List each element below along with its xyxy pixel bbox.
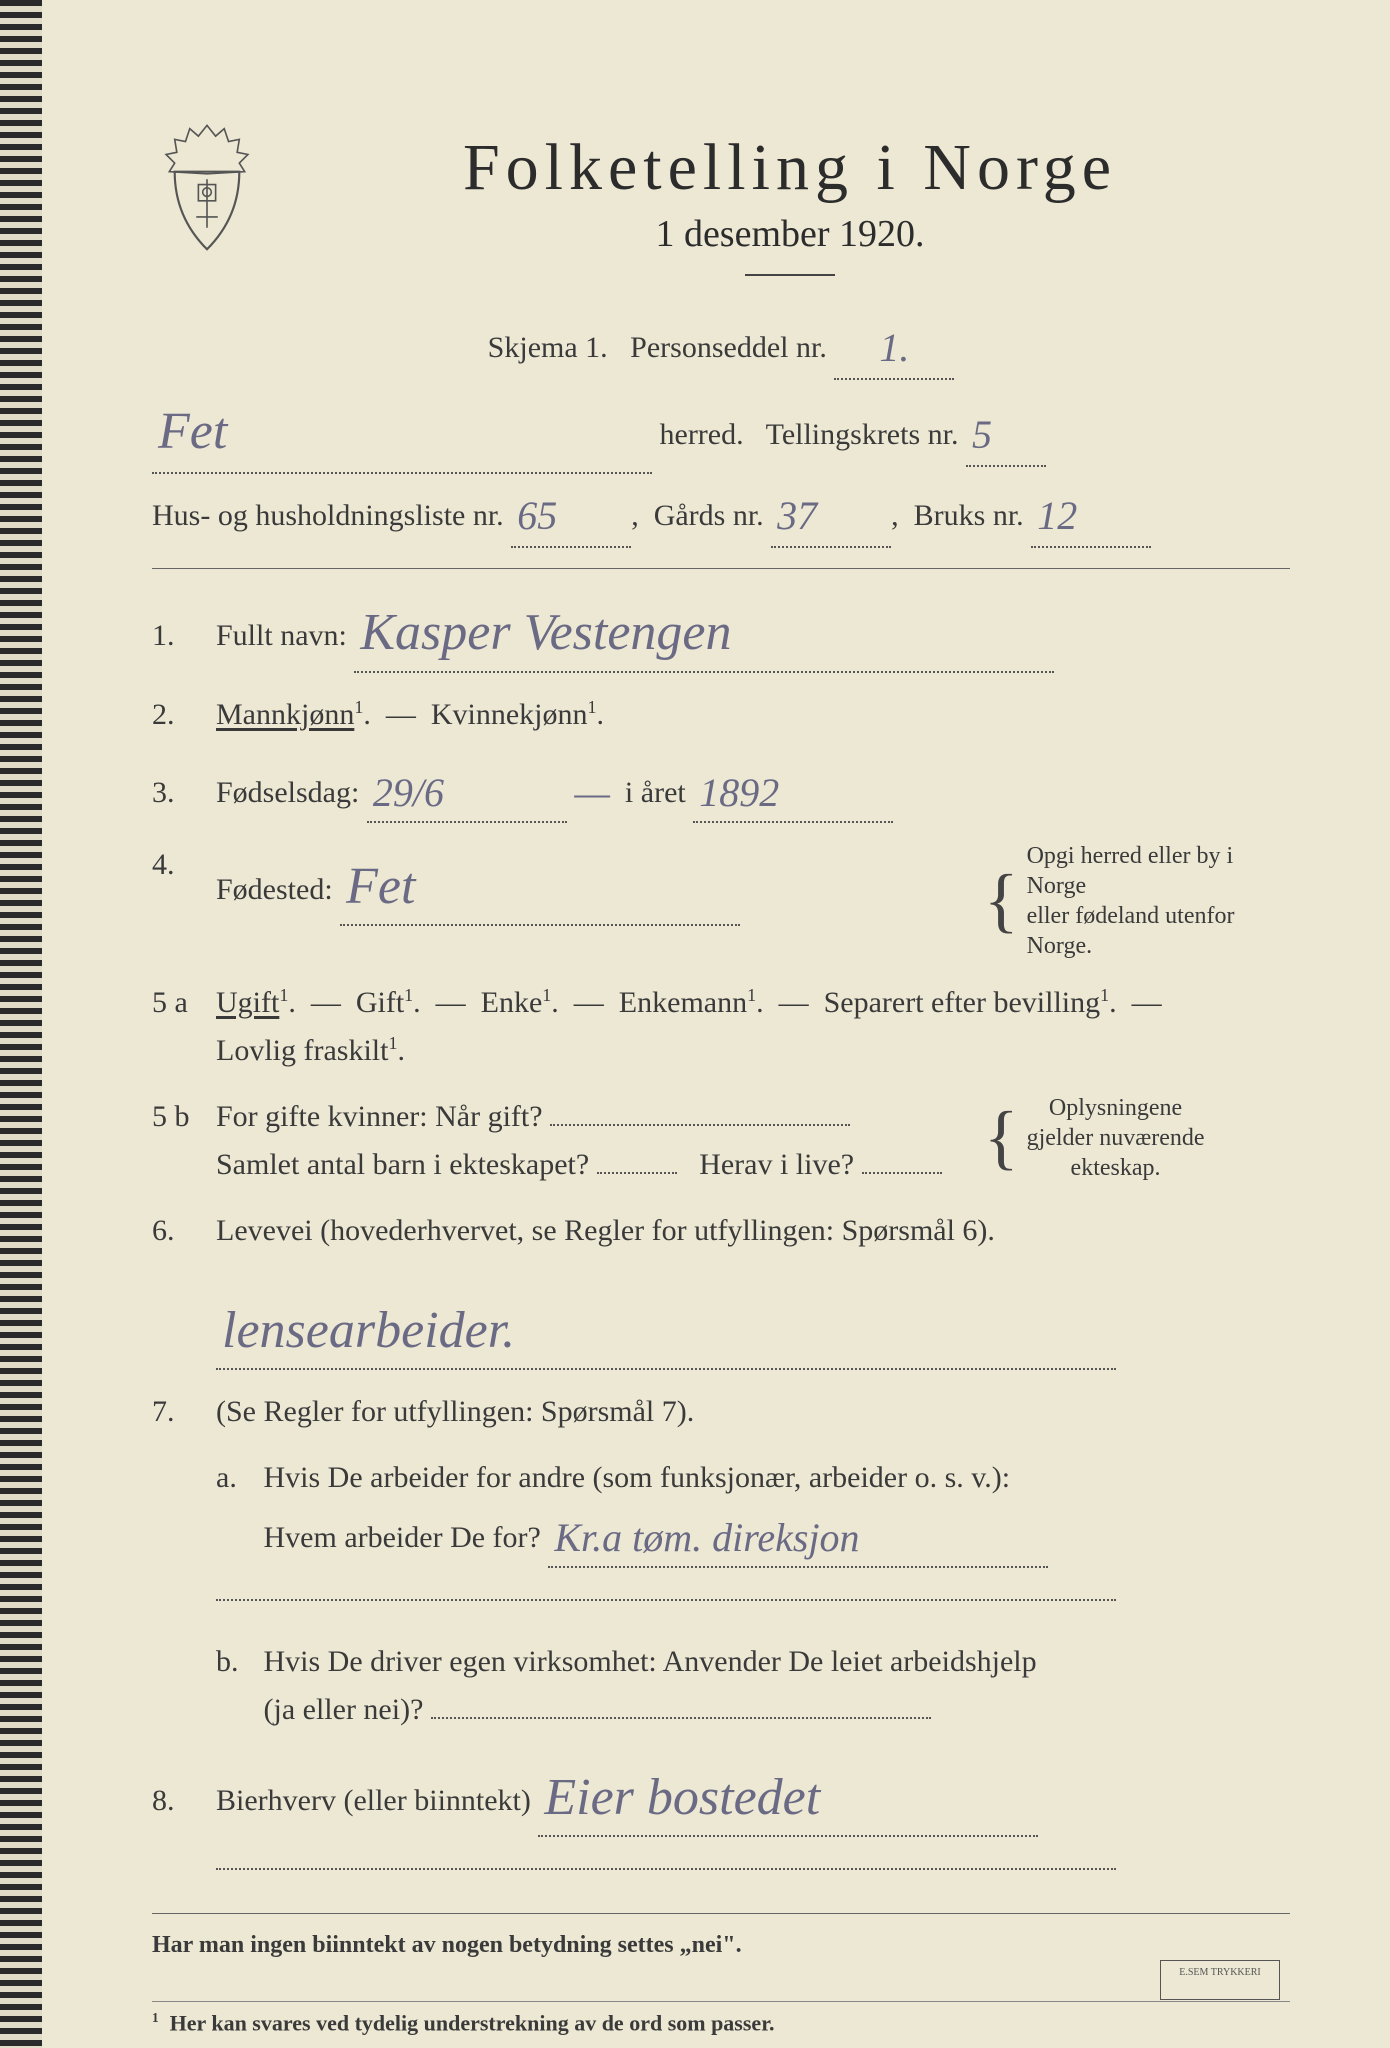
footer-note: Har man ingen biinntekt av nogen betydni… [152,1913,1290,1959]
hus-label: Hus- og husholdningsliste nr. [152,499,504,532]
hus-value: 65 [517,482,557,550]
q5b-label3: Herav i live? [699,1148,854,1181]
title-rule [745,274,835,276]
q4-note-1: Opgi herred eller by i Norge [1027,843,1234,899]
q1-row: 1. Fullt navn: Kasper Vestengen [152,587,1290,672]
q5b-label1: For gifte kvinner: Når gift? [216,1100,543,1133]
q8-num: 8. [152,1777,198,1825]
q7b-text1: Hvis De driver egen virksomhet: Anvender… [264,1645,1037,1678]
q2-mann: Mannkjønn [216,698,354,731]
q5b-label2: Samlet antal barn i ekteskapet? [216,1148,589,1181]
bruks-value: 12 [1037,482,1077,550]
q2-num: 2. [152,691,198,739]
gaards-value: 37 [777,482,817,550]
q1-value: Kasper Vestengen [360,591,731,674]
q7a-value: Kr.a tøm. direksjon [554,1506,859,1570]
q5a-enkemann: Enkemann [619,986,747,1019]
q3-row: 3. Fødselsdag: 29/6 — i året 1892 [152,757,1290,823]
q5b-note: Oplysningene gjelder nuværende ekteskap. [1027,1093,1205,1183]
q3-num: 3. [152,769,198,817]
personseddel-value: 1. [879,314,909,382]
document-subtitle: 1 desember 1920. [290,212,1290,256]
q1-label: Fullt navn: [216,619,347,652]
q5b-note-2: gjelder nuværende [1027,1125,1205,1151]
coat-of-arms-icon [152,120,262,260]
q6-label: Levevei (hovederhvervet, se Regler for u… [216,1214,995,1247]
q7a-label: a. [216,1454,256,1502]
q3-year: 1892 [699,761,779,825]
q5a-enke: Enke [481,986,543,1019]
q5a-row: 5 a Ugift1. — Gift1. — Enke1. — Enkemann… [152,979,1290,1075]
skjema-label: Skjema 1. [488,331,608,364]
q4-num: 4. [152,841,198,889]
q7-label: (Se Regler for utfyllingen: Spørsmål 7). [216,1395,694,1428]
q3-label: Fødselsdag: [216,776,359,809]
q7b-text2: (ja eller nei)? [264,1693,424,1726]
footnote-text: Her kan svares ved tydelig understreknin… [170,2010,775,2035]
q5b-num: 5 b [152,1093,198,1141]
q5a-fraskilt: Lovlig fraskilt [216,1034,388,1067]
q3-sep: — [574,761,610,825]
brace-icon: { [984,875,1019,925]
q4-note: Opgi herred eller by i Norge eller fødel… [1027,841,1290,961]
q1-num: 1. [152,612,198,660]
footnote-marker: 1 [152,2010,159,2025]
q5b-row: 5 b For gifte kvinner: Når gift? Samlet … [152,1093,1290,1189]
q7b-label: b. [216,1638,256,1686]
q7-row: 7. (Se Regler for utfyllingen: Spørsmål … [152,1388,1290,1734]
q6-num: 6. [152,1207,198,1255]
q5b-note-3: ekteskap. [1071,1155,1161,1181]
gaards-label: Gårds nr. [654,499,764,532]
q6-value: lensearbeider. [222,1289,515,1372]
q6-row: 6. Levevei (hovederhvervet, se Regler fo… [152,1207,1290,1370]
q2-row: 2. Mannkjønn1. — Kvinnekjønn1. [152,691,1290,739]
herred-line: Fet herred. Tellingskrets nr. 5 [152,384,1290,474]
q4-row: 4. Fødested: Fet { Opgi herred eller by … [152,841,1290,961]
herred-label: herred. [660,418,744,451]
q5a-separert: Separert efter bevilling [824,986,1101,1019]
skjema-line: Skjema 1. Personseddel nr. 1. [152,310,1290,380]
form-page: Folketelling i Norge 1 desember 1920. Sk… [42,0,1390,2048]
brace-icon: { [984,1112,1019,1162]
q7a-text1: Hvis De arbeider for andre (som funksjon… [264,1461,1011,1494]
tellingskrets-value: 5 [972,401,992,469]
q7a-text2: Hvem arbeider De for? [264,1521,541,1554]
q5b-note-1: Oplysningene [1049,1095,1182,1121]
q3-year-label: i året [625,776,686,809]
herred-value: Fet [158,388,227,476]
q3-day: 29/6 [373,761,444,825]
q8-value: Eier bostedet [544,1756,820,1839]
printer-stamp: E.SEM TRYKKERI [1160,1960,1280,2000]
q8-row: 8. Bierhverv (eller biinntekt) Eier bost… [152,1752,1290,1885]
q5a-ugift: Ugift [216,986,279,1019]
personseddel-label: Personseddel nr. [630,331,827,364]
section-rule [152,568,1290,569]
bruks-label: Bruks nr. [914,499,1024,532]
document-title: Folketelling i Norge [290,130,1290,206]
q5a-gift: Gift [356,986,404,1019]
footnote: 1 Her kan svares ved tydelig understrekn… [152,2001,1290,2036]
q5a-num: 5 a [152,979,198,1027]
q7-num: 7. [152,1388,198,1436]
q4-note-2: eller fødeland utenfor Norge. [1027,903,1235,959]
q4-label: Fødested: [216,873,333,906]
hus-line: Hus- og husholdningsliste nr. 65, Gårds … [152,478,1290,548]
q2-kvinne: Kvinnekjønn [431,698,588,731]
q4-value: Fet [346,845,415,928]
tellingskrets-label: Tellingskrets nr. [766,418,959,451]
spiral-binding [0,0,42,2048]
q8-label: Bierhverv (eller biinntekt) [216,1784,531,1817]
